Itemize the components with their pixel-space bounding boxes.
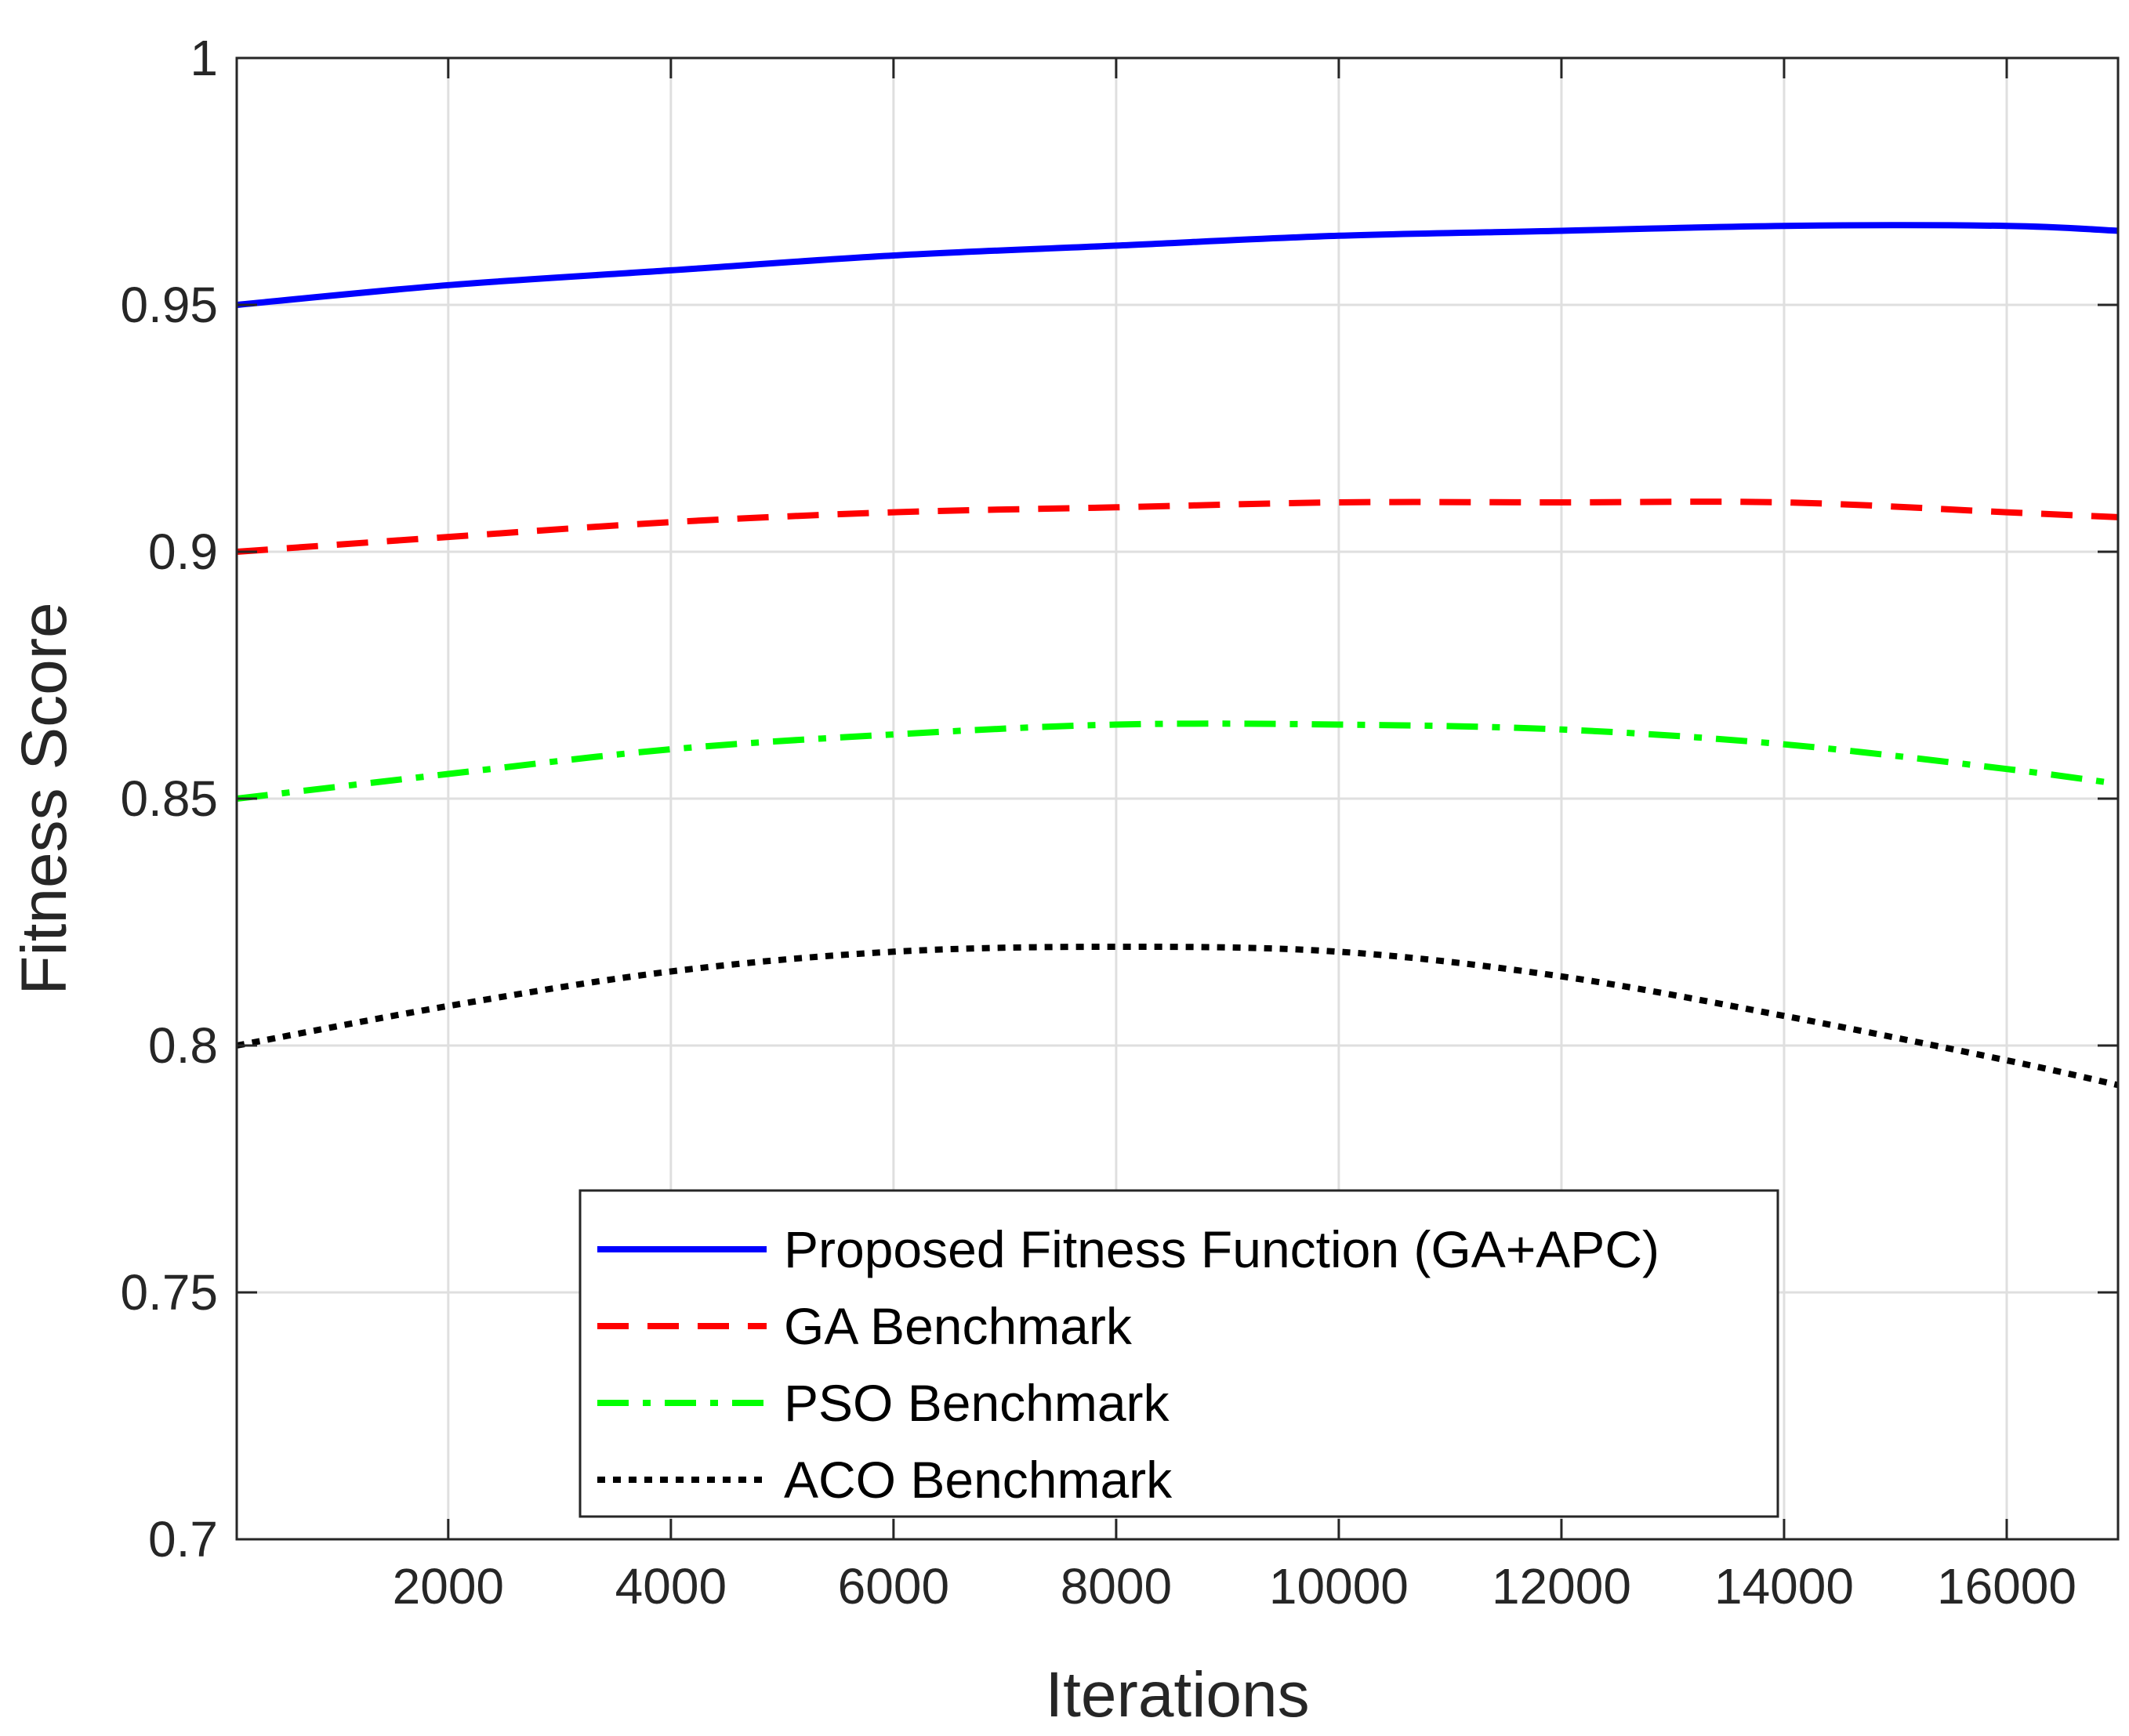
x-tick-label: 12000 xyxy=(1492,1558,1631,1615)
y-axis-title: Fitness Score xyxy=(9,602,80,995)
grid-lines xyxy=(237,58,2118,1539)
x-tick-label: 2000 xyxy=(393,1558,504,1615)
x-tick-label: 14000 xyxy=(1714,1558,1854,1615)
y-tick-label: 0.7 xyxy=(148,1511,218,1567)
x-tick-label: 6000 xyxy=(838,1558,949,1615)
x-tick-label: 8000 xyxy=(1061,1558,1172,1615)
x-tick-labels: 2000 4000 6000 8000 10000 12000 14000 16000 xyxy=(393,1558,2076,1615)
series-line-1 xyxy=(236,498,2119,555)
y-tick-label: 0.8 xyxy=(148,1017,218,1074)
x-tick-label: 10000 xyxy=(1269,1558,1409,1615)
x-tick-label: 16000 xyxy=(1937,1558,2076,1615)
legend-box xyxy=(578,1189,1779,1518)
y-tick-label: 0.9 xyxy=(148,524,218,580)
series-line-2 xyxy=(236,720,2119,802)
y-tick-label: 0.95 xyxy=(120,277,218,333)
x-axis-title: Iterations xyxy=(1045,1659,1309,1731)
series-layer xyxy=(236,222,2119,1089)
legend-label-0: Proposed Fitness Function (GA+APC) xyxy=(784,1220,1659,1278)
legend-label-3: ACO Benchmark xyxy=(784,1451,1173,1509)
legend: Proposed Fitness Function (GA+APC) GA Ben… xyxy=(578,1189,1779,1518)
y-tick-label: 0.75 xyxy=(120,1264,218,1321)
legend-label-2: PSO Benchmark xyxy=(784,1374,1170,1432)
y-tick-label: 1 xyxy=(190,30,218,86)
axis-ticks xyxy=(237,56,2118,1541)
x-tick-label: 4000 xyxy=(615,1558,727,1615)
legend-label-1: GA Benchmark xyxy=(784,1297,1133,1355)
y-tick-labels: 0.7 0.75 0.8 0.85 0.9 0.95 1 xyxy=(120,30,218,1567)
series-line-3 xyxy=(236,943,2119,1089)
y-tick-label: 0.85 xyxy=(120,770,218,827)
series-line-0 xyxy=(236,222,2119,308)
